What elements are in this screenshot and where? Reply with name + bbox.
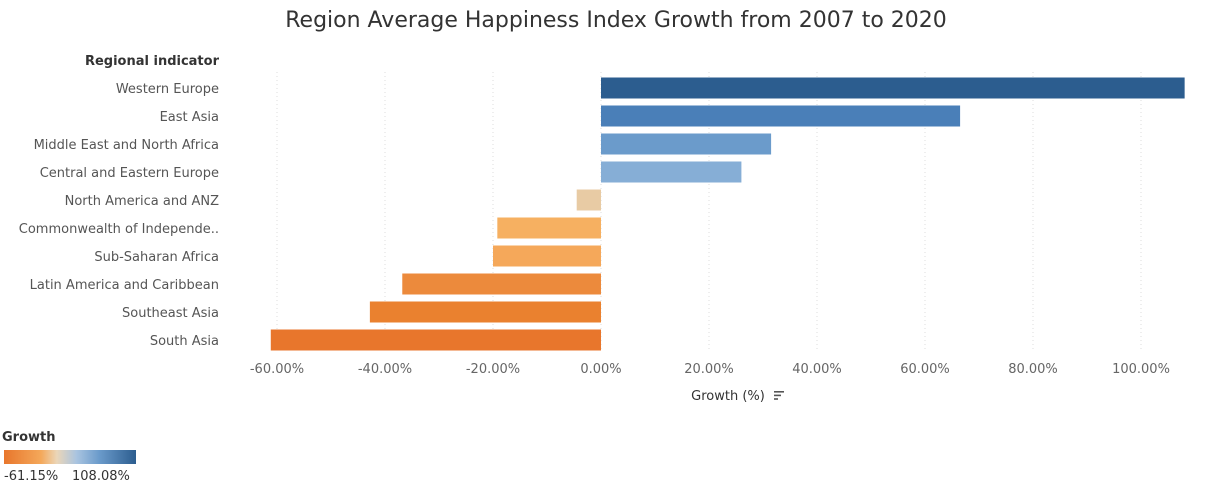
bar[interactable] <box>601 161 742 183</box>
x-tick-label: 40.00% <box>792 362 842 377</box>
category-label: South Asia <box>150 334 219 349</box>
x-tick-label: -40.00% <box>358 362 412 377</box>
x-tick-label: 60.00% <box>900 362 950 377</box>
bar[interactable] <box>576 189 601 211</box>
bar-chart: Western Europe East Asia Middle East and N… <box>19 54 1185 404</box>
legend-min-label: -61.15% <box>4 469 59 484</box>
x-axis-label: Growth (%) <box>691 389 765 404</box>
bar[interactable] <box>493 245 601 267</box>
x-tick-label: 100.00% <box>1112 362 1170 377</box>
category-label: Western Europe <box>116 82 219 97</box>
bar[interactable] <box>601 77 1185 99</box>
x-axis-ticks: -60.00% -40.00% -20.00% 0.00% 20.00% 40.00% 60… <box>250 362 1170 377</box>
bars <box>270 77 1185 351</box>
x-tick-label: 0.00% <box>580 362 621 377</box>
category-labels: Western Europe East Asia Middle East and N… <box>19 82 219 349</box>
legend-color-ramp <box>4 450 136 464</box>
bar[interactable] <box>601 133 772 155</box>
x-tick-label: 80.00% <box>1008 362 1058 377</box>
x-tick-label: 20.00% <box>684 362 734 377</box>
bar[interactable] <box>601 105 961 127</box>
category-label: North America and ANZ <box>65 194 219 209</box>
bar[interactable] <box>402 273 601 295</box>
category-label: Central and Eastern Europe <box>40 166 219 181</box>
bar[interactable] <box>270 329 601 351</box>
category-label: Sub-Saharan Africa <box>94 250 219 265</box>
legend-title: Growth <box>2 430 56 445</box>
bar[interactable] <box>369 301 601 323</box>
bar[interactable] <box>497 217 601 239</box>
category-label: Middle East and North Africa <box>34 138 219 153</box>
category-label: East Asia <box>160 110 219 125</box>
sort-icon[interactable] <box>774 391 784 400</box>
row-header: Regional indicator <box>85 54 220 69</box>
x-tick-label: -60.00% <box>250 362 304 377</box>
category-label: Southeast Asia <box>122 306 219 321</box>
legend-max-label: 108.08% <box>72 469 130 484</box>
chart-title: Region Average Happiness Index Growth fr… <box>285 8 947 33</box>
category-label: Latin America and Caribbean <box>30 278 219 293</box>
category-label: Commonwealth of Independe.. <box>19 222 219 237</box>
x-tick-label: -20.00% <box>466 362 520 377</box>
